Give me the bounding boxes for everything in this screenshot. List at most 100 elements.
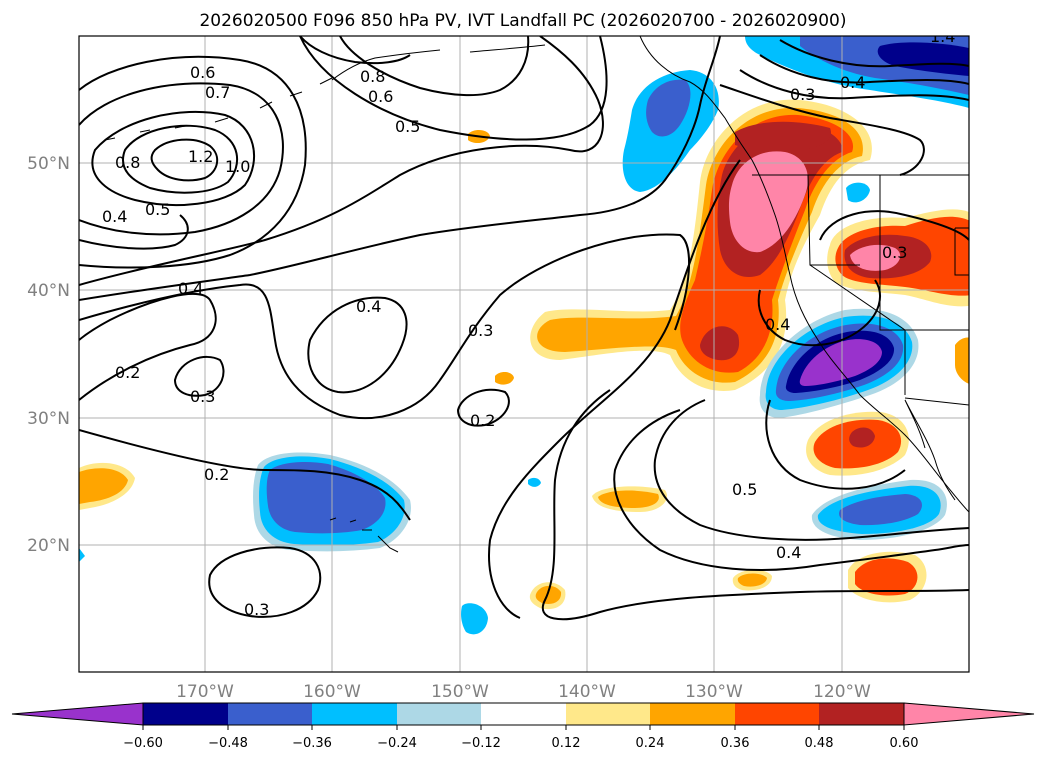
fill-pos-small-b xyxy=(495,372,514,385)
contour-label: 0.2 xyxy=(115,363,140,382)
contour-05-low-south xyxy=(79,214,189,250)
contour-03-south xyxy=(542,389,969,621)
fill-pos-west-edge-024 xyxy=(79,468,128,504)
lat-tick: 20°N xyxy=(27,536,70,556)
contour-07 xyxy=(79,82,284,236)
fill-neg-small-b xyxy=(846,182,870,203)
fill-pos-south-mexico-036 xyxy=(855,558,918,596)
contour-label: 0.5 xyxy=(395,117,420,136)
colorbar-ticks xyxy=(142,725,905,730)
contour-05-gulf xyxy=(299,36,608,141)
colorbar-label: −0.12 xyxy=(461,736,501,751)
colorbar-bin xyxy=(650,703,735,725)
contour-label: 0.4 xyxy=(776,543,801,562)
colorbar-bin xyxy=(312,703,397,725)
contour-03-small xyxy=(173,355,225,397)
colorbar-bin xyxy=(228,703,312,725)
contour-03-outer xyxy=(488,159,741,619)
state-border-c xyxy=(809,264,906,395)
contour-label: 0.6 xyxy=(190,63,215,82)
map-panel: 0.6 0.7 0.8 1.2 1.0 0.5 0.4 0.4 0.8 0.6 … xyxy=(78,27,970,673)
lon-tick: 140°W xyxy=(558,682,616,702)
lat-tick: 40°N xyxy=(27,281,70,301)
colorbar-label: −0.48 xyxy=(208,736,248,751)
hawaiian-islands xyxy=(329,517,399,553)
fill-neg-subtrop-036 xyxy=(839,494,922,526)
fill-pos-tropics-c-024 xyxy=(737,573,767,587)
contour-label: 0.4 xyxy=(765,315,790,334)
fill-pos-048b xyxy=(700,326,740,361)
contour-05-north xyxy=(79,36,604,286)
baja-peninsula xyxy=(904,399,956,501)
fill-neg-small-d xyxy=(79,548,85,562)
fill-neg-calif-060 xyxy=(799,339,882,386)
contour-label: 0.7 xyxy=(205,83,230,102)
north-america-coast xyxy=(639,36,969,513)
contour-label: 0.8 xyxy=(360,67,385,86)
contour-label: 0.2 xyxy=(204,465,229,484)
colorbar-label: 0.60 xyxy=(890,736,919,751)
contour-label: 0.4 xyxy=(840,73,865,92)
fill-pos-east-edge xyxy=(955,337,969,384)
lon-tick: 120°W xyxy=(813,682,871,702)
figure-title: 2026020500 F096 850 hPa PV, IVT Landfall… xyxy=(199,11,846,31)
contour-08-low xyxy=(91,110,255,206)
lat-tick-labels: 50°N 40°N 30°N 20°N xyxy=(27,154,70,556)
contour-04-coast xyxy=(757,279,881,347)
colorbar-label: −0.24 xyxy=(377,736,417,751)
contour-06 xyxy=(79,55,307,269)
fill-pos-nevada-060 xyxy=(850,244,901,271)
contour-label: 0.3 xyxy=(882,243,907,262)
contour-03-north-east xyxy=(739,69,969,101)
pv-contours xyxy=(79,36,969,621)
colorbar-label: 0.24 xyxy=(636,736,665,751)
contour-label: 0.3 xyxy=(244,600,269,619)
contour-label: 0.4 xyxy=(178,279,203,298)
contour-label: 0.6 xyxy=(368,87,393,106)
contour-label: 0.3 xyxy=(790,85,815,104)
contour-12-low xyxy=(150,138,219,182)
contour-05-coast xyxy=(765,399,906,490)
contour-label: 0.3 xyxy=(468,321,493,340)
contour-04-north xyxy=(79,36,721,301)
fill-pos-tropics-a-024 xyxy=(598,490,659,508)
contour-label: 0.2 xyxy=(470,411,495,430)
fill-neg-alaska-036 xyxy=(646,79,691,137)
colorbar-label: 0.36 xyxy=(721,736,750,751)
fill-pos-tropics-b-024 xyxy=(535,585,562,604)
gridlines xyxy=(79,36,969,672)
lon-tick: 160°W xyxy=(303,682,361,702)
colorbar-bin xyxy=(735,703,819,725)
contour-03-west xyxy=(79,233,690,420)
contour-label: 0.8 xyxy=(115,153,140,172)
colorbar-bin xyxy=(397,703,481,725)
contour-05-south-trough xyxy=(653,399,969,541)
colorbar-label: 0.12 xyxy=(552,736,581,751)
fill-pos-048c xyxy=(735,121,831,151)
lat-tick: 50°N xyxy=(27,154,70,174)
colorbar-label: 0.48 xyxy=(805,736,834,751)
contour-label: 1.4 xyxy=(930,27,955,46)
aleutian-islands xyxy=(104,77,333,141)
colorbar: −0.60 −0.48 −0.36 −0.24 −0.12 0.12 0.24 … xyxy=(11,702,1035,751)
contour-label: 1.0 xyxy=(225,157,250,176)
colorbar-extend-low xyxy=(11,702,144,726)
colorbar-bin xyxy=(481,703,566,725)
colorbar-bin xyxy=(819,703,904,725)
fill-pos-060 xyxy=(728,151,808,253)
contour-08-north xyxy=(299,36,411,65)
fill-neg-hawaii-036 xyxy=(266,462,386,534)
lon-tick: 130°W xyxy=(685,682,743,702)
coastlines xyxy=(104,36,969,553)
us-mexico-border xyxy=(904,397,969,406)
fill-neg-small-a xyxy=(461,603,488,635)
contour-label: 0.4 xyxy=(102,207,127,226)
lat-tick: 30°N xyxy=(27,409,70,429)
contour-label: 0.5 xyxy=(145,200,170,219)
contour-03-nevada xyxy=(819,210,969,241)
colorbar-label: −0.36 xyxy=(292,736,332,751)
contour-03-ne-ridge xyxy=(719,84,925,176)
contour-04-north-east xyxy=(759,54,969,85)
colorbar-bin xyxy=(143,703,228,725)
